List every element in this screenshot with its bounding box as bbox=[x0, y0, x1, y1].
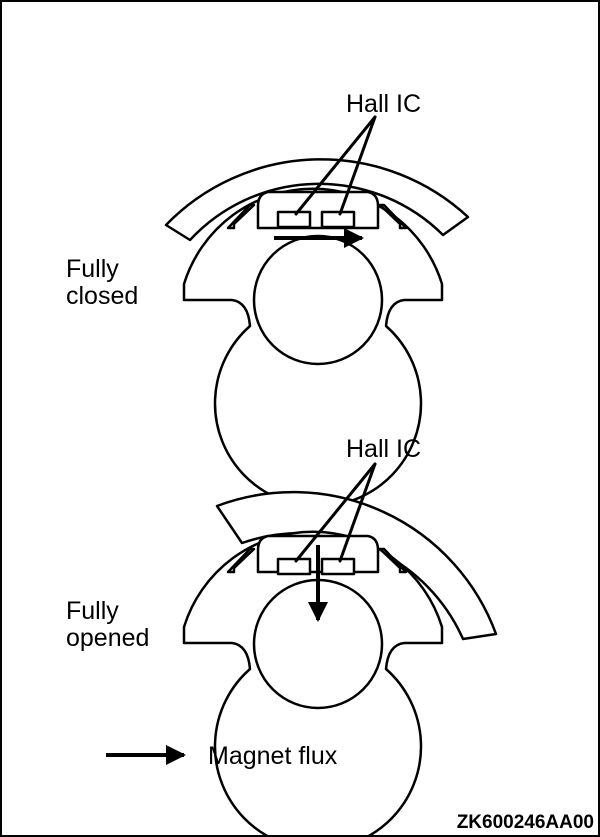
closed-state-assembly bbox=[164, 115, 470, 508]
opened-leader-right bbox=[338, 462, 377, 563]
closed-shaft bbox=[252, 234, 384, 366]
opened-hall-ic-label: Hall IC bbox=[346, 435, 421, 463]
closed-inner-slot bbox=[226, 203, 408, 230]
closed-state-label-line2: closed bbox=[66, 282, 138, 310]
closed-hall-ic-chip-right bbox=[320, 210, 356, 229]
closed-leader-left bbox=[294, 115, 377, 216]
legend-label: Magnet flux bbox=[208, 742, 338, 770]
opened-state-label-line2: opened bbox=[66, 624, 149, 652]
closed-state-label-line1: Fully bbox=[66, 255, 119, 283]
closed-sensor-bridge bbox=[256, 190, 380, 230]
closed-hall-ic-label: Hall IC bbox=[346, 90, 421, 118]
opened-hall-ic-chip-right bbox=[320, 557, 356, 576]
opened-hall-ic-chip-left bbox=[276, 557, 312, 576]
opened-state-assembly bbox=[182, 462, 498, 835]
opened-leader-left bbox=[294, 462, 377, 563]
closed-hall-ic-chip-left bbox=[276, 210, 312, 229]
opened-inner-slot bbox=[226, 547, 408, 574]
figure-code: ZK600246AA00 bbox=[457, 812, 594, 833]
closed-leader-right bbox=[338, 115, 377, 216]
opened-state-label-line1: Fully bbox=[66, 597, 119, 625]
